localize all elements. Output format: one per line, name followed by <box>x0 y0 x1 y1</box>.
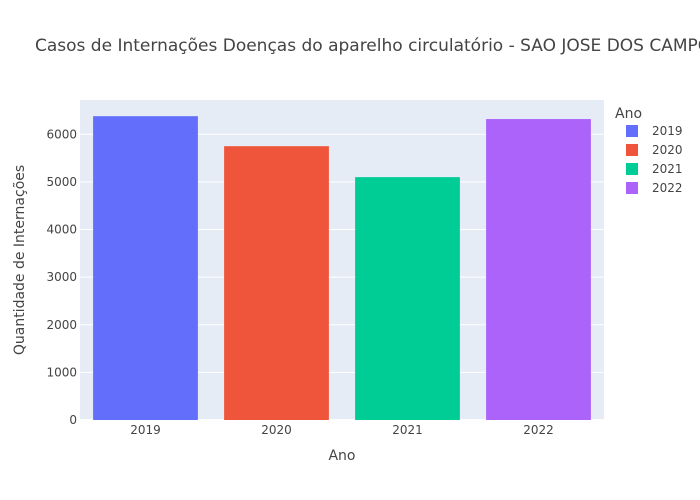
x-tick-label: 2020 <box>261 423 292 437</box>
y-axis-ticks: 0 1000 2000 3000 4000 5000 6000 <box>46 127 77 427</box>
bar-2019[interactable] <box>93 116 198 420</box>
bar-2020[interactable] <box>224 146 329 420</box>
y-tick-label: 3000 <box>46 270 77 284</box>
legend-title: Ano <box>615 106 642 122</box>
chart-title: Casos de Internações Doenças do aparelho… <box>35 36 700 56</box>
y-tick-label: 0 <box>69 413 77 427</box>
legend-swatch <box>626 182 638 194</box>
y-tick-label: 5000 <box>46 175 77 189</box>
y-tick-label: 1000 <box>46 365 77 379</box>
legend-swatch <box>626 163 638 175</box>
y-axis-title: Quantidade de Internações <box>12 165 28 355</box>
x-tick-label: 2019 <box>130 423 161 437</box>
legend-item-2022[interactable]: 2022 <box>652 181 683 195</box>
legend-swatch <box>626 125 638 137</box>
y-tick-label: 2000 <box>46 318 77 332</box>
bars <box>93 116 591 421</box>
legend-item-2020[interactable]: 2020 <box>652 143 683 157</box>
x-tick-label: 2022 <box>523 423 554 437</box>
x-axis-title: Ano <box>328 448 355 464</box>
legend-item-2019[interactable]: 2019 <box>652 124 683 138</box>
legend-item-2021[interactable]: 2021 <box>652 162 683 176</box>
y-tick-label: 4000 <box>46 223 77 237</box>
y-tick-label: 6000 <box>46 127 77 141</box>
legend-swatch <box>626 144 638 156</box>
x-tick-label: 2021 <box>392 423 423 437</box>
x-axis-ticks: 2019 2020 2021 2022 <box>130 423 554 437</box>
bar-2022[interactable] <box>486 119 591 421</box>
legend: Ano 2019 2020 2021 2022 <box>615 106 683 195</box>
bar-2021[interactable] <box>355 177 460 420</box>
